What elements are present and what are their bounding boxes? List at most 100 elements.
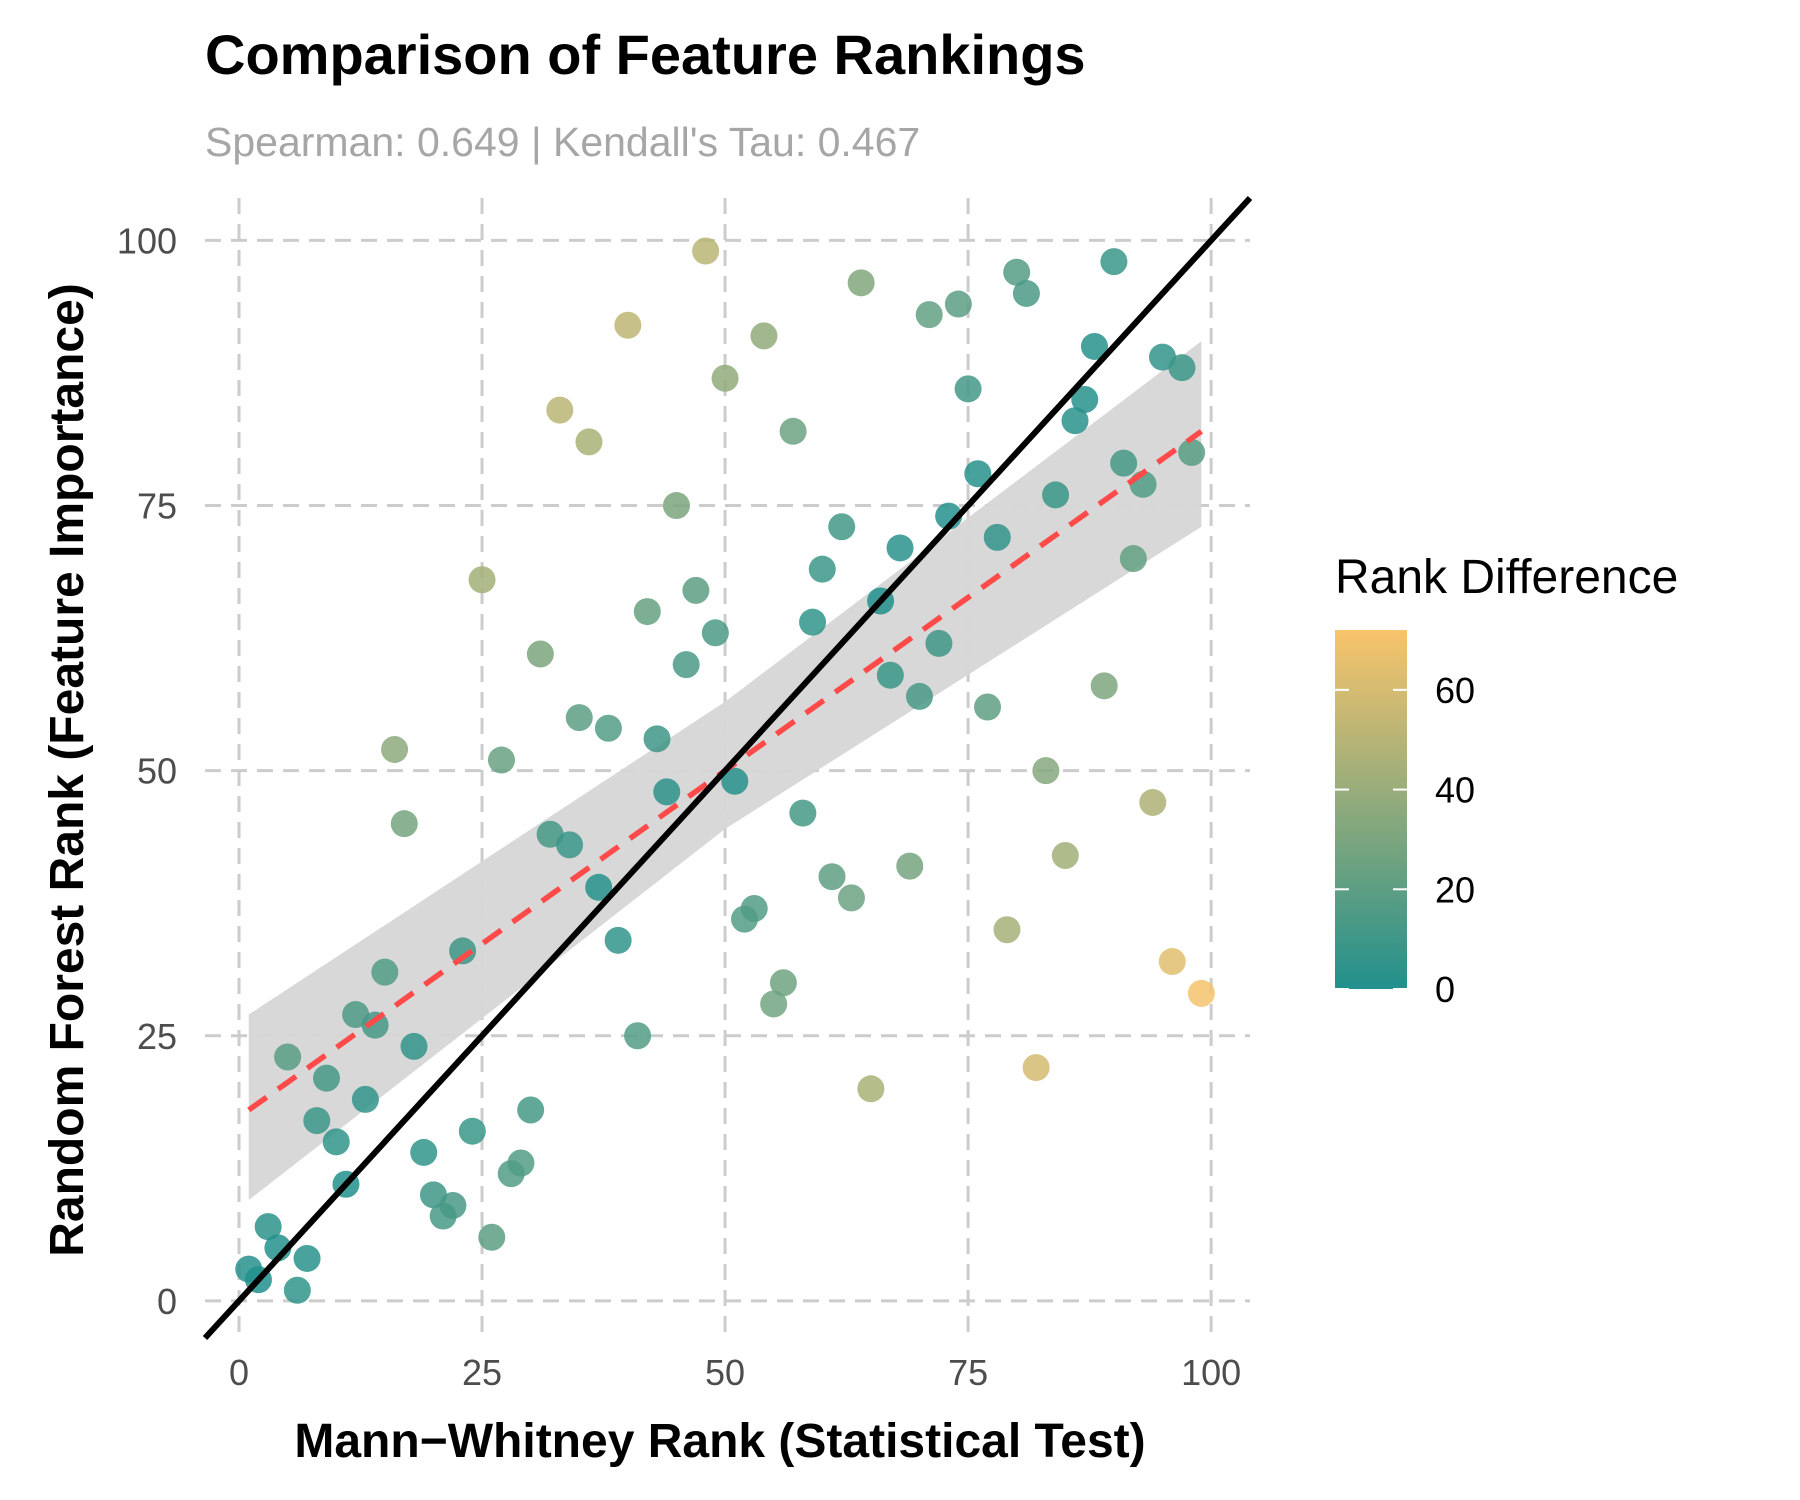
data-point — [1051, 841, 1079, 869]
data-point — [604, 926, 632, 954]
data-point — [1168, 354, 1196, 382]
data-point — [1178, 439, 1206, 467]
data-point — [1100, 248, 1128, 276]
data-point — [526, 640, 554, 668]
data-point — [672, 651, 700, 679]
data-point — [614, 311, 642, 339]
data-point — [390, 810, 418, 838]
data-point — [944, 290, 972, 318]
data-point — [750, 322, 778, 350]
data-point — [1012, 279, 1040, 307]
data-point — [1139, 788, 1167, 816]
y-tick-label: 25 — [137, 1016, 177, 1057]
data-point — [847, 269, 875, 297]
data-point — [565, 704, 593, 732]
data-point — [1042, 481, 1070, 509]
data-point — [857, 1075, 885, 1103]
data-point — [692, 237, 720, 265]
data-point — [760, 990, 788, 1018]
data-point — [721, 767, 749, 795]
data-point — [837, 884, 865, 912]
data-point — [517, 1096, 545, 1124]
data-point — [711, 364, 739, 392]
data-point — [799, 608, 827, 636]
data-point — [983, 523, 1011, 551]
data-point — [322, 1128, 350, 1156]
data-point — [643, 725, 671, 753]
x-tick-label: 100 — [1181, 1352, 1241, 1393]
data-point — [662, 492, 690, 520]
data-point — [283, 1276, 311, 1304]
data-point — [925, 629, 953, 657]
data-point — [594, 714, 622, 742]
legend-title: Rank Difference — [1335, 551, 1678, 604]
data-point — [410, 1138, 438, 1166]
data-point — [915, 301, 943, 329]
data-point — [487, 746, 515, 774]
points-layer — [235, 237, 1215, 1304]
data-point — [507, 1149, 535, 1177]
x-tick-label: 0 — [229, 1352, 249, 1393]
data-point — [478, 1223, 506, 1251]
data-point — [371, 958, 399, 986]
data-point — [876, 661, 904, 689]
data-point — [1071, 385, 1099, 413]
data-point — [964, 460, 992, 488]
legend-tick-label: 40 — [1435, 770, 1475, 811]
legend-tick-label: 0 — [1435, 969, 1455, 1010]
chart-subtitle: Spearman: 0.649 | Kendall's Tau: 0.467 — [205, 119, 920, 165]
chart-title: Comparison of Feature Rankings — [205, 23, 1086, 86]
data-point — [556, 831, 584, 859]
data-point — [1158, 948, 1186, 976]
data-point — [828, 513, 856, 541]
data-point — [954, 375, 982, 403]
legend-ticks: 0 20 40 60 — [1335, 670, 1475, 1010]
data-point — [1003, 258, 1031, 286]
x-axis-title: Mann−Whitney Rank (Statistical Test) — [294, 1415, 1145, 1468]
data-point — [575, 428, 603, 456]
data-point — [818, 863, 846, 891]
y-tick-label: 50 — [137, 751, 177, 792]
data-point — [740, 895, 768, 923]
data-point — [351, 1085, 379, 1113]
y-axis-title: Random Forest Rank (Feature Importance) — [41, 283, 94, 1257]
legend-tick-label: 60 — [1435, 670, 1475, 711]
legend-colorbar — [1335, 630, 1407, 989]
x-tick-label: 25 — [462, 1352, 502, 1393]
data-point — [1187, 979, 1215, 1007]
data-point — [682, 576, 710, 604]
data-point — [439, 1191, 467, 1219]
data-point — [808, 555, 836, 583]
data-point — [400, 1032, 428, 1060]
data-point — [1061, 407, 1089, 435]
data-point — [468, 566, 496, 594]
legend: Rank Difference 0 20 40 60 — [1335, 551, 1678, 1010]
data-point — [293, 1244, 321, 1272]
data-point — [1110, 449, 1138, 477]
y-tick-label: 100 — [117, 220, 177, 261]
data-point — [653, 778, 681, 806]
data-point — [274, 1043, 302, 1071]
y-tick-label: 0 — [157, 1281, 177, 1322]
data-point — [789, 799, 817, 827]
x-tick-label: 75 — [948, 1352, 988, 1393]
data-point — [769, 969, 797, 997]
lines-layer — [202, 195, 1253, 1341]
data-point — [1080, 332, 1108, 360]
tick-labels: 0 25 50 75 100 0 25 50 75 100 — [117, 220, 1241, 1393]
data-point — [303, 1107, 331, 1135]
data-point — [546, 396, 574, 424]
data-point — [1022, 1054, 1050, 1082]
data-point — [254, 1213, 282, 1241]
data-point — [585, 873, 613, 901]
data-point — [449, 937, 477, 965]
data-point — [896, 852, 924, 880]
data-point — [993, 916, 1021, 944]
data-point — [1090, 672, 1118, 700]
y-tick-label: 75 — [137, 486, 177, 527]
data-point — [905, 682, 933, 710]
data-point — [458, 1117, 486, 1145]
data-point — [1119, 545, 1147, 573]
data-point — [313, 1064, 341, 1092]
data-point — [886, 534, 914, 562]
